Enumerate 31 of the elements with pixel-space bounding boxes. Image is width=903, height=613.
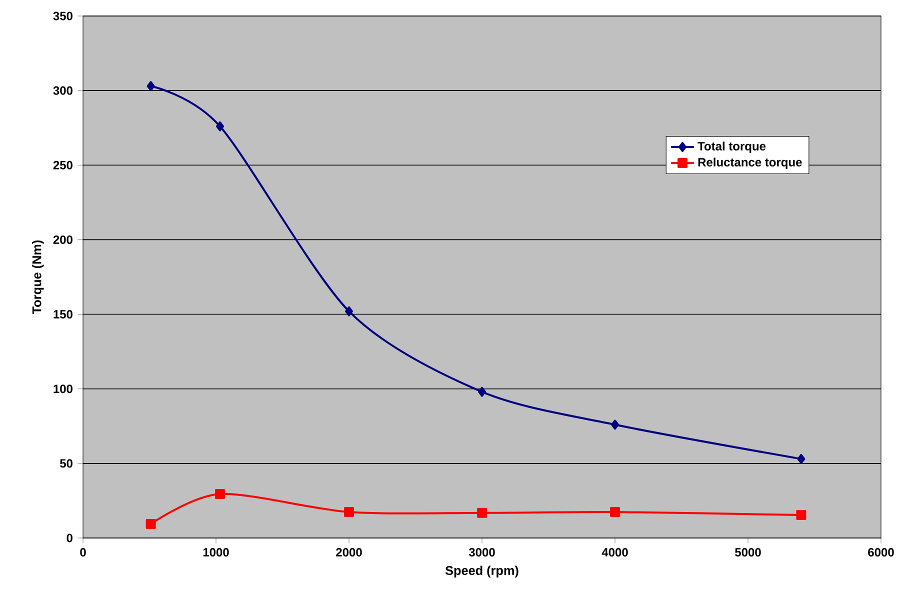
point — [478, 386, 486, 397]
x-tick-label: 6000 — [868, 548, 894, 557]
x-tick-label: 3000 — [468, 548, 495, 557]
point — [797, 454, 806, 464]
point — [146, 518, 156, 529]
y-tick-label: 300 — [53, 86, 72, 95]
point — [477, 508, 487, 518]
x-tick-label: 4000 — [602, 548, 628, 557]
legend-label: Reluctance torque — [698, 158, 802, 169]
legend-label: Total torque — [698, 142, 766, 153]
point — [796, 510, 806, 520]
point — [215, 488, 225, 499]
x-tick-label: 0 — [80, 548, 86, 557]
point — [345, 306, 354, 316]
point — [344, 507, 354, 518]
x-tick-label: 2000 — [336, 548, 362, 557]
point — [610, 507, 620, 518]
y-tick-label: 0 — [66, 534, 72, 542]
point — [216, 121, 224, 132]
point — [146, 81, 155, 92]
y-tick-label: 250 — [53, 160, 72, 170]
y-tick-label: 200 — [53, 235, 72, 244]
x-tick-label: 5000 — [735, 548, 761, 557]
point — [611, 420, 620, 430]
y-tick-label: 100 — [54, 384, 72, 394]
y-tick-label: 50 — [60, 459, 72, 468]
y-axis-title: Torque (Nm) — [32, 240, 44, 314]
x-tick-label: 1000 — [203, 548, 229, 557]
x-axis-title: Speed (rpm) — [445, 566, 518, 578]
y-tick-label: 150 — [54, 310, 72, 319]
y-tick-label: 350 — [53, 12, 72, 20]
